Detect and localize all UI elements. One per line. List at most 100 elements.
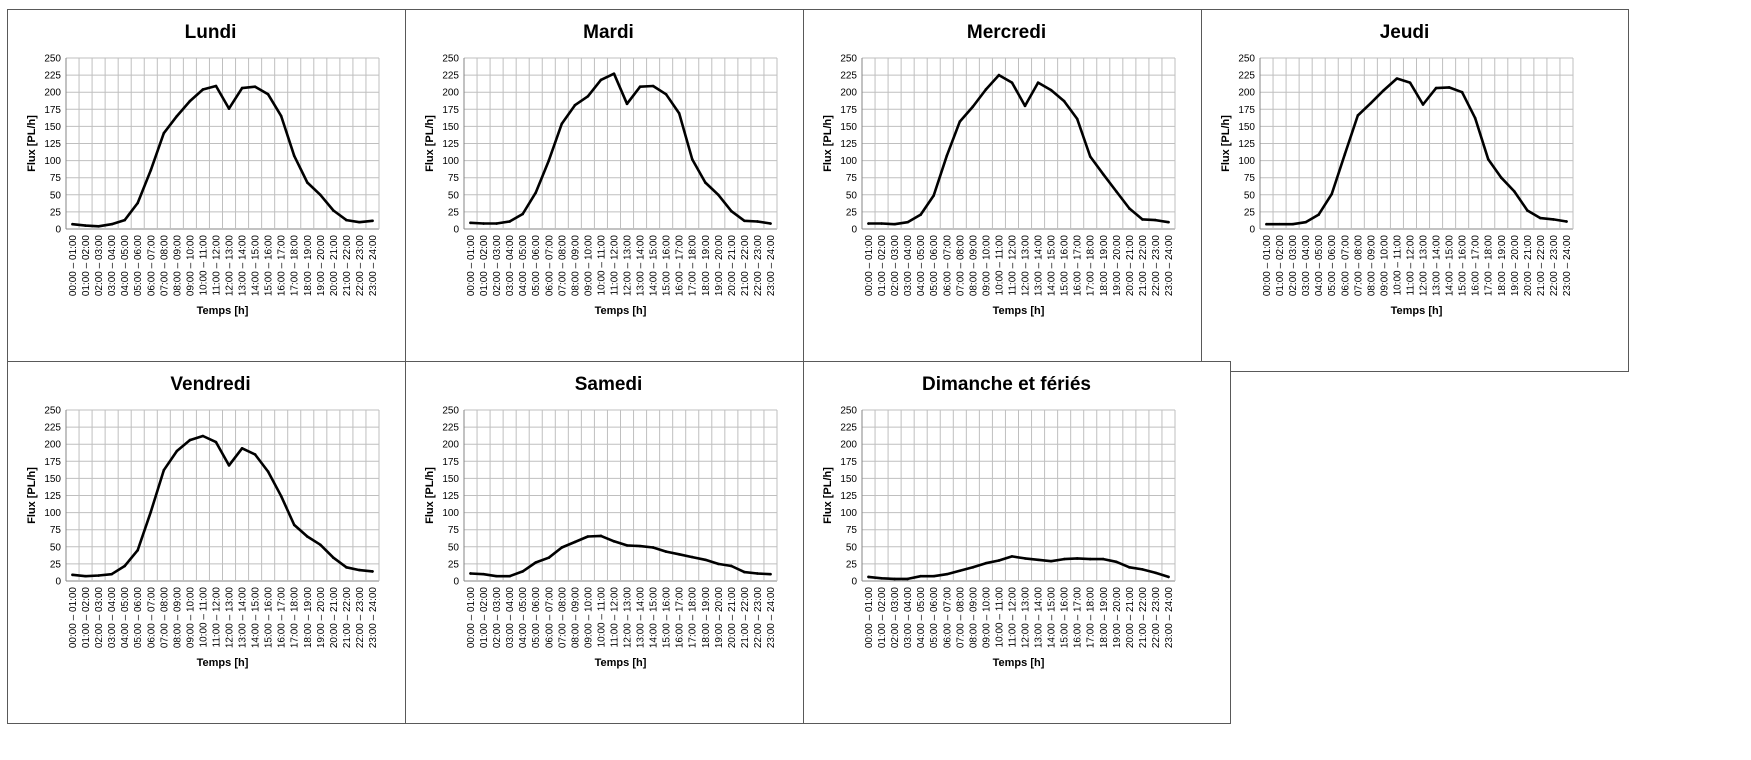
data-point [508,220,511,223]
y-tick-label: 150 [44,122,61,133]
x-tick-label: 05:00 – 06:00 [929,587,940,649]
data-point [1128,566,1131,569]
data-point [110,222,113,226]
chart-dimanche-et-feries: Dimanche et fériés 0 25 50 75 100 125 150 175 200… [803,361,1231,724]
series-line [71,434,374,578]
y-tick-label: 125 [442,491,459,502]
x-tick-label: 00:00 – 01:00 [68,587,79,649]
chart-title: Dimanche et fériés [922,374,1091,395]
x-tick-label: 06:00 – 07:00 [1340,235,1351,297]
x-tick-label: 07:00 – 08:00 [955,587,966,649]
data-point [1304,220,1307,224]
data-point [1565,220,1568,223]
data-point [1265,222,1268,226]
data-point [893,577,896,581]
series-line [1265,77,1568,226]
y-tick-label: 250 [840,54,857,65]
y-tick-label: 250 [442,406,459,417]
data-point [997,559,1001,562]
data-point [1486,157,1490,161]
y-tick-label: 175 [442,105,459,116]
data-point [240,86,244,90]
data-point [1330,192,1334,196]
x-tick-label: 18:00 – 19:00 [1497,235,1508,297]
chart-lundi: Lundi 0 25 50 75 100 125 150 175 200 225 250 00:00 –… [7,9,435,372]
data-point [227,107,231,110]
y-tick-label: 75 [1244,173,1256,184]
x-tick-label: 07:00 – 08:00 [159,235,170,297]
x-tick-label: 15:00 – 16:00 [1060,235,1071,297]
y-tick-label: 200 [840,440,857,451]
y-tick-label: 50 [1244,190,1256,201]
x-tick-label: 00:00 – 01:00 [466,587,477,649]
y-tick-label: 0 [55,577,61,588]
data-point [1154,218,1157,222]
y-tick-label: 250 [1238,54,1255,65]
data-point [599,78,603,82]
data-point [482,572,485,576]
x-tick-label: 13:00 – 14:00 [1034,235,1045,297]
data-point [1317,213,1320,216]
x-tick-label: 22:00 – 23:00 [355,587,366,649]
data-point [664,550,668,553]
y-tick-label: 50 [448,542,460,553]
data-point [534,561,538,564]
y-tick-label: 100 [44,156,61,167]
data-point [110,572,113,576]
x-tick-label: 15:00 – 16:00 [662,235,673,297]
x-tick-label: 23:00 – 24:00 [766,235,777,297]
x-tick-label: 12:00 – 13:00 [225,587,236,649]
x-tick-label: 13:00 – 14:00 [636,587,647,649]
x-tick-label: 07:00 – 08:00 [1353,235,1364,297]
x-tick-label: 18:00 – 19:00 [701,235,712,297]
data-point [123,564,126,568]
x-tick-label: 16:00 – 17:00 [277,235,288,297]
data-point [638,544,642,548]
x-tick-label: 01:00 – 02:00 [877,235,888,297]
x-tick-label: 17:00 – 18:00 [290,587,301,649]
chart-mercredi: Mercredi 0 25 50 75 100 125 150 175 200 225 250 00:0… [803,9,1231,372]
y-tick-label: 250 [44,54,61,65]
data-point [547,159,551,162]
data-point [534,191,538,195]
x-tick-label: 19:00 – 20:00 [1112,587,1123,649]
y-tick-label: 150 [44,474,61,485]
x-tick-label: 13:00 – 14:00 [1034,587,1045,649]
x-tick-label: 20:00 – 21:00 [1125,587,1136,649]
data-point [573,103,577,107]
data-point [612,72,616,76]
data-point [136,201,140,205]
data-point [1141,568,1144,571]
x-tick-label: 00:00 – 01:00 [68,235,79,297]
data-point [677,553,681,556]
data-point [1167,575,1170,579]
x-tick-label: 11:00 – 12:00 [609,587,620,648]
x-tick-label: 21:00 – 22:00 [342,587,353,649]
x-tick-label: 09:00 – 10:00 [185,235,196,297]
x-tick-label: 10:00 – 11:00 [596,587,607,648]
data-point [573,540,577,544]
data-point [1101,172,1105,176]
x-tick-label: 19:00 – 20:00 [1112,235,1123,297]
x-tick-label: 14:00 – 15:00 [649,235,660,297]
data-point [730,564,733,568]
x-tick-label: 03:00 – 04:00 [1301,235,1312,297]
chart-jeudi: Jeudi 0 25 50 75 100 125 150 175 200 225 250 00:00 –… [1201,9,1629,372]
x-tick-label: 23:00 – 24:00 [766,587,777,649]
x-axis-title: Temps [h] [993,305,1045,317]
x-tick-label: 17:00 – 18:00 [290,235,301,297]
chart-title: Lundi [185,22,237,43]
data-point [1023,557,1027,560]
x-tick-label: 07:00 – 08:00 [557,235,568,297]
y-tick-label: 50 [50,190,62,201]
series-line [469,534,772,578]
data-point [958,569,962,573]
chart-title: Samedi [575,374,643,395]
y-tick-label: 200 [442,440,459,451]
y-tick-label: 150 [840,122,857,133]
x-tick-label: 00:00 – 01:00 [864,587,875,649]
x-tick-label: 06:00 – 07:00 [942,235,953,297]
x-tick-label: 14:00 – 15:00 [251,235,262,297]
y-tick-label: 225 [1238,71,1255,82]
data-point [214,440,218,444]
